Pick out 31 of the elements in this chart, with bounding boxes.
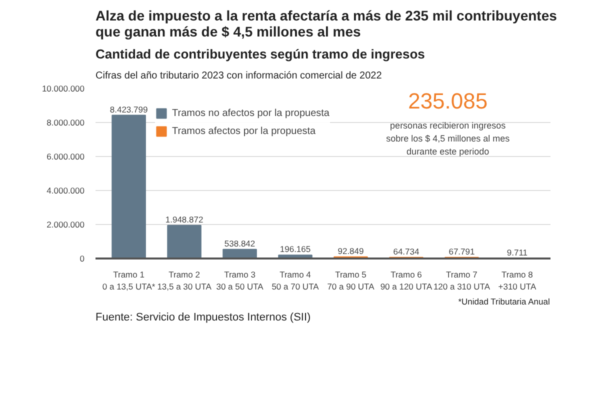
legend-label: Tramos no afectos por la propuesta [172,106,330,120]
x-tick-label: Tramo 2 13,5 a 30 UTA [157,270,212,292]
annotation: personas recibieron ingresos sobre los $ 4,5 millones al mes durante este periodo [386,120,510,156]
x-tick-label: Tramo 7 120 a 310 UTA [433,270,490,292]
text: 92.849 [338,246,364,256]
source-note: Fuente: Servicio de Impuestos Internos (SII) [96,312,311,324]
y-tick-label: 10.000.000 [42,84,85,94]
y-tick-label: 0 [80,254,85,264]
text: 67.791 [448,246,475,256]
y-tick-label: 4.000.000 [46,186,85,196]
text: Cifras del año tributario 2023 con información comercial de 2022 [96,70,382,82]
text: 9.711 [506,247,528,258]
y-tick-label: 2.000.000 [46,220,85,230]
y-tick-label: 6.000.000 [46,152,85,162]
text: 538.842 [224,238,256,248]
x-tick-label: Tramo 1 0 a 13,5 UTA* [102,270,156,292]
text: 8.423.799 [110,104,148,114]
text: 64.734 [393,246,420,256]
x-tick-label: Tramo 4 50 a 70 UTA [272,270,320,292]
chart-subtitle: Cantidad de contribuyentes según tramo de ingresos [96,46,425,62]
chart-title: Alza de impuesto a la renta afectaría a más de 235 mil contribuyentes que ganan más de $ 4,5 millones al mes [96,8,558,40]
text: *Unidad Tributaria Anual [458,296,550,306]
text: 1.948.872 [165,214,204,224]
annotation: 235.085 [408,88,488,114]
y-tick-label: 8.000.000 [46,118,85,128]
x-tick-label: Tramo 3 30 a 50 UTA [216,270,264,292]
legend-label: Tramos afectos por la propuesta [172,124,316,138]
text: 196.165 [280,244,311,254]
x-tick-label: Tramo 5 70 a 90 UTA [327,270,375,292]
x-tick-label: Tramo 8 +310 UTA [498,270,536,292]
x-tick-label: Tramo 6 90 a 120 UTA [380,270,432,292]
